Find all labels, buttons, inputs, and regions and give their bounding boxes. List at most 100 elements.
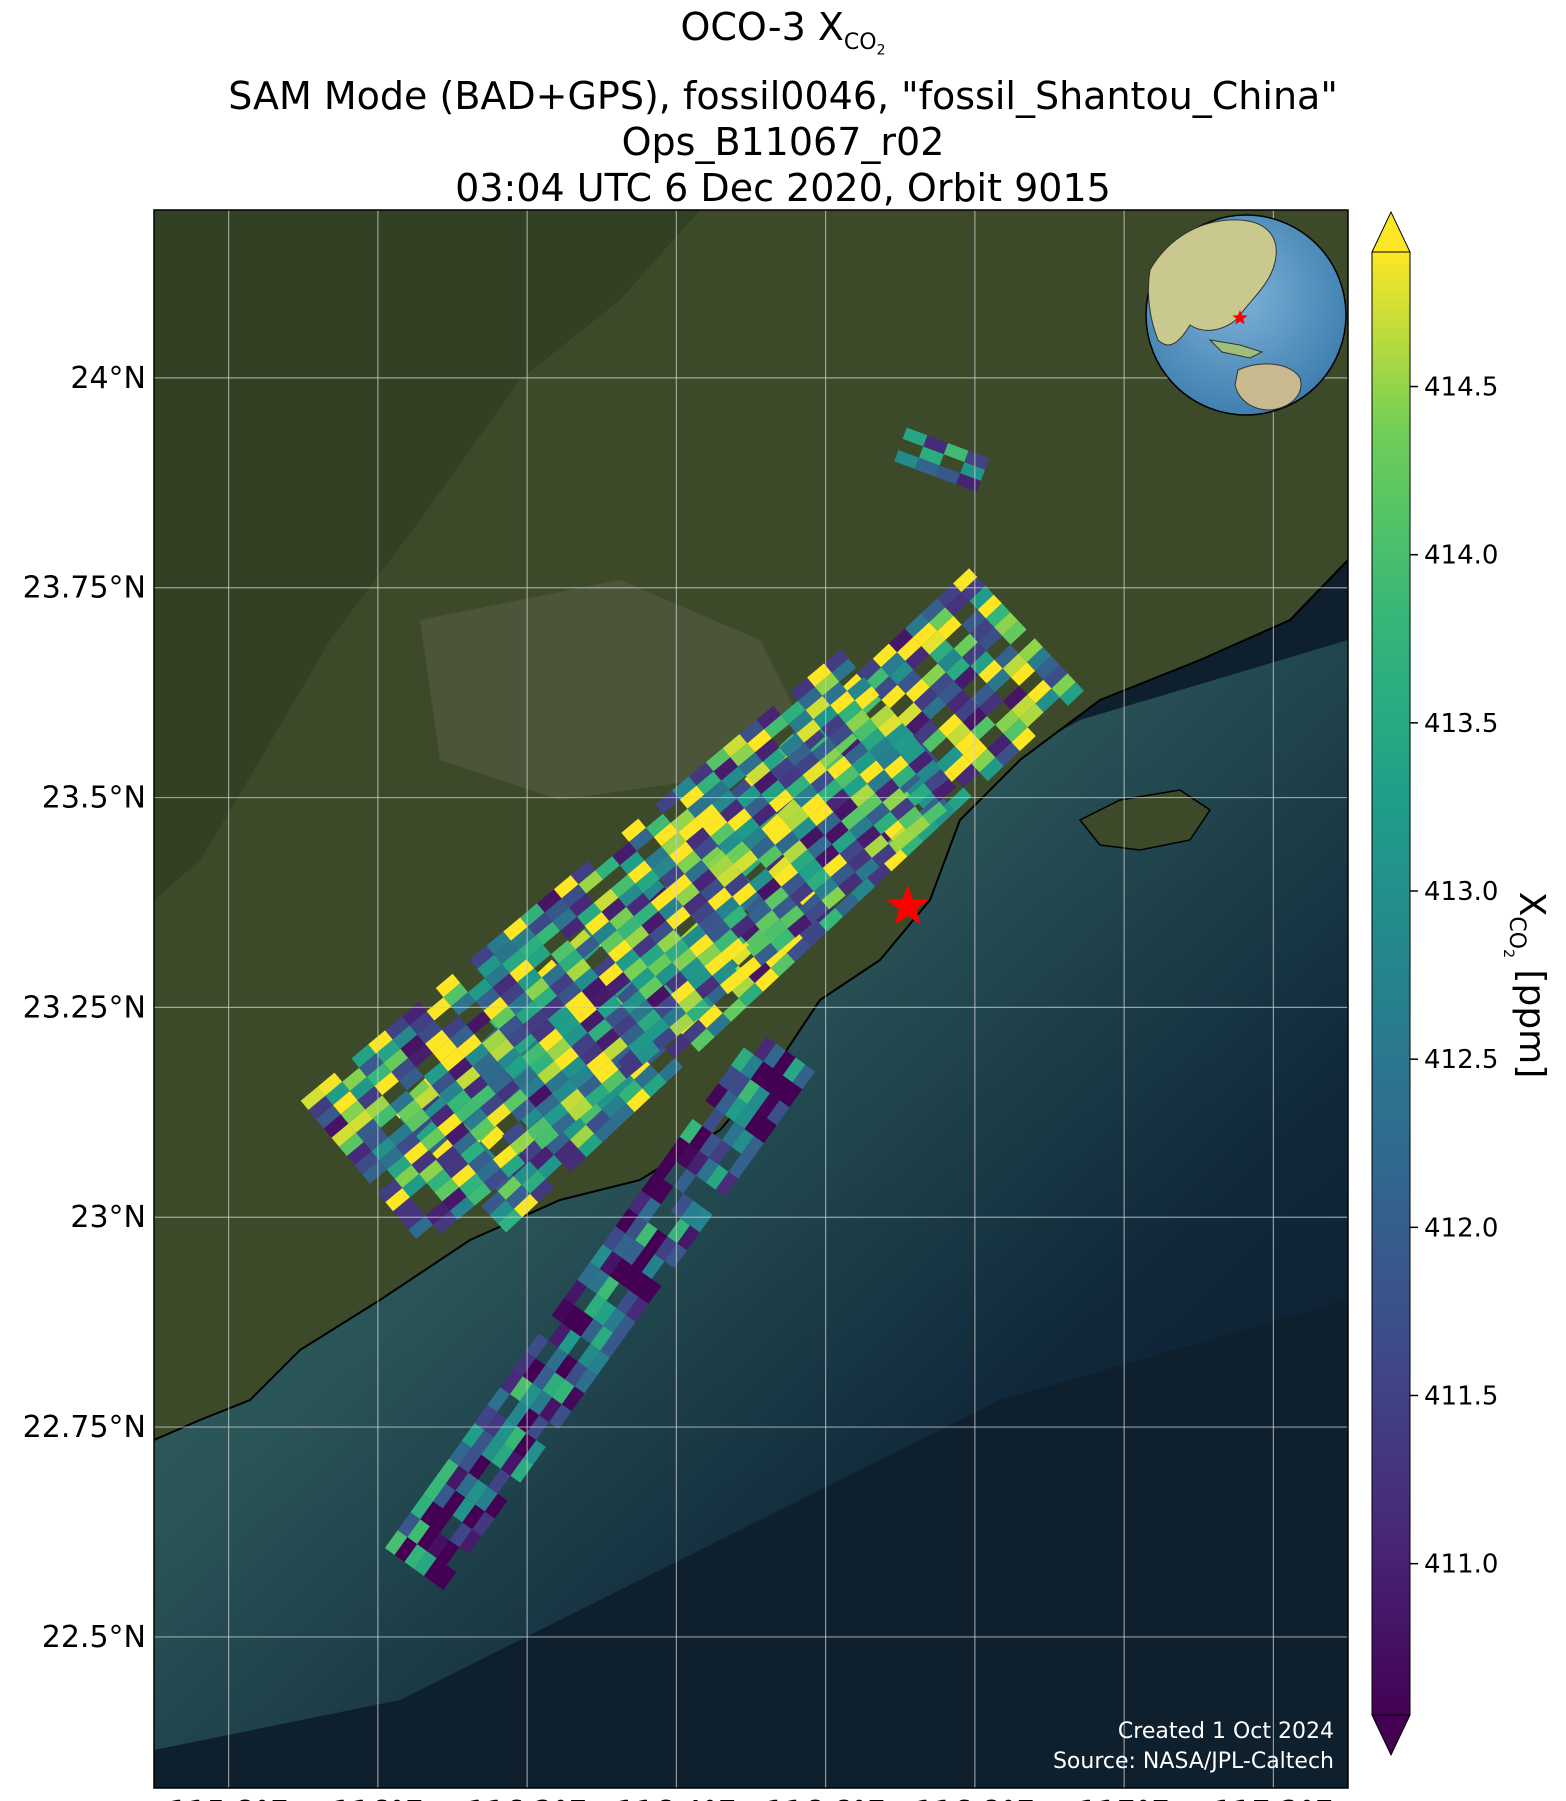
colorbar-label: XCO2 [ppm] [1500, 892, 1552, 1079]
swath-cell [664, 1243, 687, 1269]
swath-cell [629, 827, 654, 852]
swath-cell [564, 1279, 587, 1305]
swath-cell [408, 1215, 434, 1239]
swath-cell [794, 751, 820, 776]
swath-cell [656, 929, 682, 953]
swath-cell [548, 1322, 571, 1348]
swath-cell [503, 1089, 529, 1113]
swath-cell [503, 917, 528, 941]
colorbar: 411.0 411.5 412.0 412.5 413.0 413.5 414.0 414.5… [1371, 210, 1552, 1757]
colorbar-gradient [1371, 251, 1411, 1716]
swath-cell [908, 750, 934, 774]
swath-cell [432, 1138, 457, 1163]
swath-cell [366, 1062, 392, 1087]
swath-cell [970, 683, 995, 708]
swath-cell [383, 1048, 409, 1072]
swath-cell [937, 615, 962, 640]
swath-cell [800, 727, 825, 752]
swath-cell [707, 887, 733, 911]
swath-cell [323, 1114, 349, 1138]
swath-cell [561, 1304, 584, 1330]
lon-tick-label: 116°E [332, 1795, 423, 1801]
swath-cell [592, 921, 617, 945]
swath-cell [727, 808, 752, 832]
swath-cell [652, 1027, 678, 1051]
urban-area [420, 580, 800, 800]
swath-cell [537, 1061, 562, 1085]
swath-cell [537, 1154, 563, 1179]
swath-cell [867, 769, 892, 793]
swath-cell [921, 598, 946, 623]
xco2-swaths [300, 427, 1084, 1590]
swath-cell [698, 1004, 723, 1029]
swath-cell [839, 839, 865, 863]
swath-cell [475, 987, 501, 1011]
swath-cell [905, 815, 931, 839]
swath-cell [712, 961, 737, 985]
swath-cell [810, 770, 835, 794]
swath-cell [767, 821, 792, 845]
swath-cell [472, 1052, 498, 1076]
lat-tick-label: 23°N [70, 1200, 146, 1235]
swath-cell [362, 1160, 387, 1184]
swath-cell [667, 873, 693, 898]
colorbar-extend-max [1371, 210, 1411, 253]
colorbar-tick-label: 411.0 [1424, 1550, 1498, 1580]
swath-cell [779, 1082, 803, 1108]
swath-cell [705, 748, 731, 772]
swath-cell [519, 1383, 543, 1409]
swath-cell [403, 1141, 429, 1165]
swath-cell [603, 1037, 628, 1061]
swath-cell [814, 672, 840, 696]
swath-cell [385, 1016, 410, 1040]
swath-cell [666, 1034, 691, 1059]
swath-cell [538, 1028, 564, 1052]
swath-cell [644, 1018, 670, 1042]
swath-cell [501, 949, 527, 974]
swath-cell [705, 1083, 728, 1108]
swath-cell [955, 763, 980, 788]
swath-cell [738, 752, 763, 776]
swath-cell [541, 963, 567, 987]
swath-cell [475, 1486, 498, 1512]
swath-cell [581, 976, 607, 1001]
swath-cell [604, 1004, 630, 1028]
swath-cell [594, 1060, 619, 1084]
swath-cell [396, 1132, 421, 1156]
swath-cell [831, 830, 857, 854]
swath-cell [946, 722, 971, 747]
swath-cell [721, 1122, 745, 1147]
swath-cell [777, 798, 802, 823]
lat-tick-label: 24°N [70, 361, 146, 396]
swath-cell [844, 742, 869, 766]
globe-target-star-icon [1232, 310, 1248, 325]
swath-cell [621, 818, 646, 842]
swath-cell [953, 633, 978, 658]
swath-cell [494, 940, 519, 964]
swath-cell [634, 1064, 659, 1089]
swath-cell [363, 1127, 389, 1152]
swath-cell [603, 1307, 626, 1333]
swath-cell [924, 769, 949, 793]
swath-cell [890, 797, 915, 821]
swath-cell [488, 1468, 511, 1494]
swath-cell [907, 783, 932, 807]
swath-cell [969, 618, 995, 643]
swath-cell [897, 637, 922, 661]
swath-cell [754, 968, 779, 992]
swath-cell [885, 723, 911, 747]
swath-cell [633, 902, 659, 926]
lat-tick-label: 23.5°N [42, 781, 146, 816]
swath-cell [655, 790, 680, 814]
swath-cell [632, 934, 657, 958]
swath-cell [561, 1116, 586, 1140]
swath-cell [882, 788, 908, 812]
swath-cell [822, 681, 848, 706]
swath-cell [407, 1079, 432, 1104]
swath-cell [497, 1176, 522, 1200]
swath-cell [747, 729, 772, 753]
swath-cell [552, 1079, 578, 1103]
swath-cell [736, 956, 762, 980]
swath-cell [835, 892, 860, 917]
swath-cell [764, 886, 789, 911]
